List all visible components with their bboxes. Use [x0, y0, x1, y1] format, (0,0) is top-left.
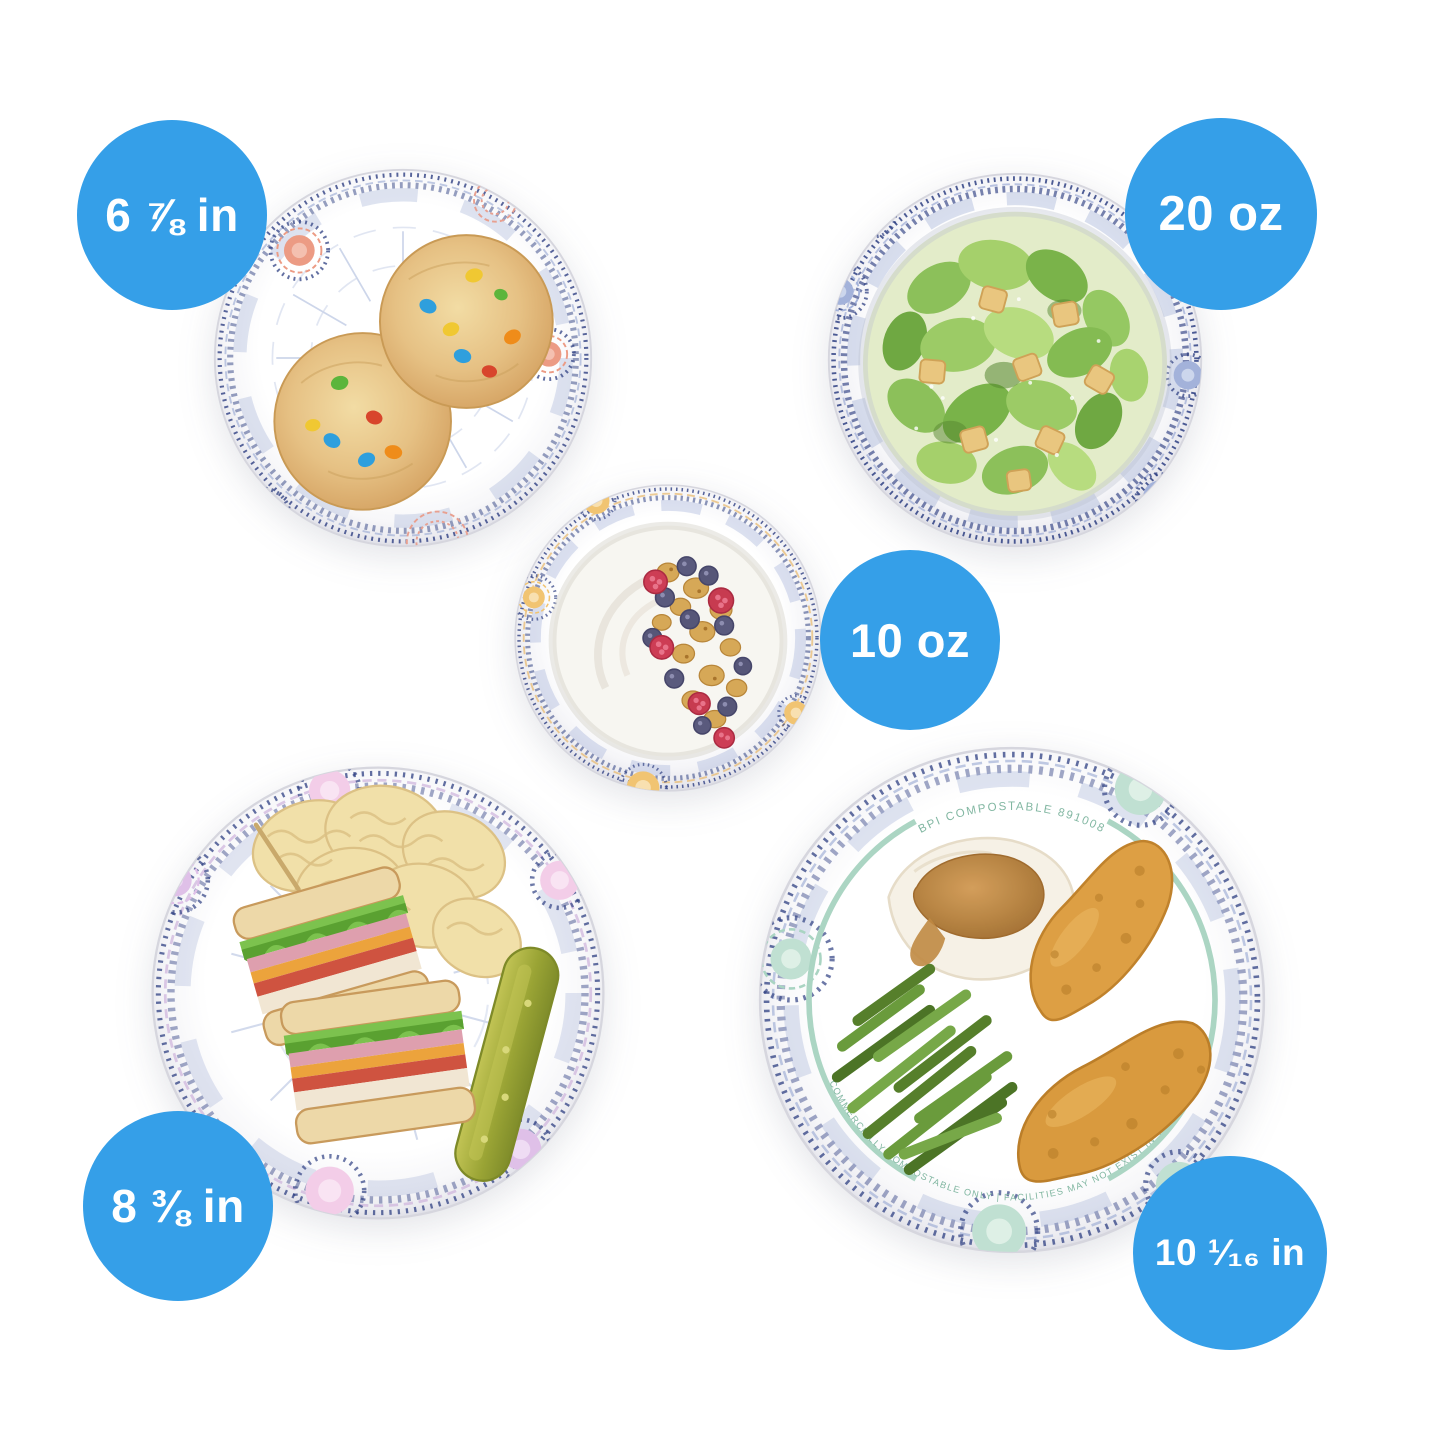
cookies-photo	[273, 234, 554, 511]
size-badge-label: 10 oz	[849, 613, 971, 667]
dinner-plate-photo: BPI COMPOSTABLE 891008 COMMERCIALLY COMP…	[758, 746, 1266, 1254]
periwinkle-medallion	[1165, 352, 1202, 398]
size-badge-dinner-plate: 10 ¹⁄₁₆ in	[1133, 1156, 1327, 1350]
size-badge-small-bowl: 10 oz	[820, 550, 1000, 730]
size-badge-label: 6 ⅞ in	[105, 189, 239, 241]
chicken-tender	[1017, 1020, 1212, 1183]
mashed-potatoes	[887, 836, 1076, 981]
dinner-plate: BPI COMPOSTABLE 891008 COMMERCIALLY COMP…	[755, 743, 1269, 1257]
mint-medallion	[760, 915, 835, 1003]
pink-medallion	[292, 1154, 367, 1219]
blueberries	[642, 556, 753, 735]
chicken-dinner-photo	[831, 836, 1212, 1183]
plate-rim-pattern	[217, 172, 589, 547]
club-sandwich-photo	[232, 784, 560, 1182]
size-badge-dessert-plate: 6 ⅞ in	[77, 120, 267, 310]
dessert-plate	[211, 166, 595, 550]
mint-medallion	[819, 748, 881, 800]
salad-bowl-photo	[827, 172, 1203, 548]
yogurt-parfait-photo	[594, 556, 753, 749]
green-beans	[831, 963, 1018, 1176]
compostable-ring	[806, 794, 1218, 1206]
size-badge-label: 20 oz	[1158, 187, 1284, 241]
yogurt-bowl-photo	[514, 484, 822, 792]
caesar-salad-photo	[882, 239, 1149, 495]
size-badge-label: 10 ¹⁄₁₆ in	[1154, 1232, 1306, 1273]
sandwich-plate-photo	[151, 766, 605, 1220]
raspberries	[643, 569, 736, 749]
bowl-rim-pattern	[515, 485, 819, 791]
size-badge-label: 8 ⅜ in	[111, 1180, 245, 1232]
size-badge-lunch-plate: 8 ⅜ in	[83, 1111, 273, 1301]
dessert-plate-photo	[213, 168, 593, 548]
mint-medallion	[958, 1190, 1041, 1252]
small-bowl	[512, 482, 824, 794]
large-bowl	[825, 170, 1205, 550]
croutons	[918, 285, 1116, 493]
lunch-plate	[148, 763, 608, 1223]
gold-medallion	[618, 762, 668, 791]
size-badge-large-bowl: 20 oz	[1125, 118, 1317, 310]
sandwich-half-front	[279, 979, 477, 1145]
pickle-spear	[454, 946, 560, 1182]
gold-medallion	[515, 574, 558, 621]
chicken-tender	[1029, 839, 1174, 1022]
parmesan-flecks	[914, 297, 1101, 458]
